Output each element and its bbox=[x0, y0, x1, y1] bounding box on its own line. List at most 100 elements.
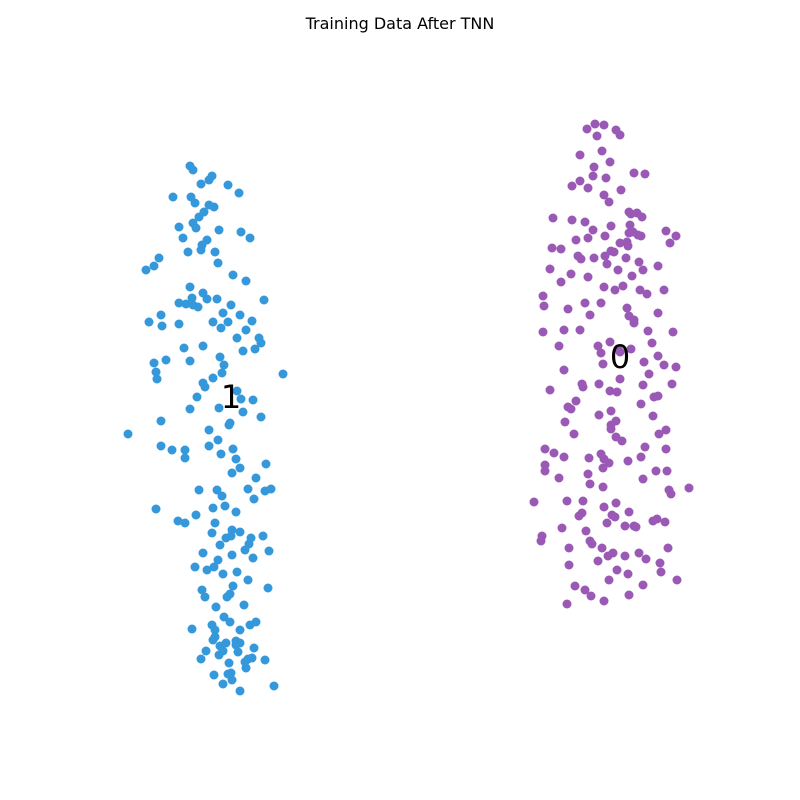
scatter-point bbox=[605, 157, 615, 167]
scatter-point bbox=[575, 176, 585, 186]
scatter-point bbox=[627, 271, 637, 281]
scatter-point bbox=[247, 316, 257, 326]
scatter-point bbox=[638, 265, 648, 275]
scatter-point bbox=[144, 317, 154, 327]
scatter-point bbox=[583, 272, 593, 282]
scatter-point bbox=[207, 528, 217, 538]
scatter-point bbox=[212, 294, 222, 304]
scatter-point bbox=[231, 507, 241, 517]
scatter-point bbox=[566, 404, 576, 414]
scatter-point bbox=[626, 344, 636, 354]
scatter-point bbox=[659, 360, 669, 370]
scatter-point bbox=[624, 507, 634, 517]
scatter-point bbox=[200, 382, 210, 392]
scatter-point bbox=[222, 592, 232, 602]
scatter-point bbox=[653, 261, 663, 271]
scatter-point bbox=[667, 379, 677, 389]
scatter-point bbox=[214, 650, 224, 660]
scatter-point bbox=[241, 663, 251, 673]
scatter-point bbox=[154, 253, 164, 263]
scatter-point bbox=[554, 341, 564, 351]
scatter-point bbox=[598, 482, 608, 492]
scatter-point bbox=[196, 654, 206, 664]
scatter-point bbox=[211, 602, 221, 612]
scatter-point bbox=[248, 553, 258, 563]
scatter-point bbox=[225, 617, 235, 627]
scatter-point bbox=[636, 452, 646, 462]
scatter-point bbox=[635, 285, 645, 295]
scatter-point bbox=[210, 518, 220, 528]
scatter-point bbox=[603, 551, 613, 561]
scatter-point bbox=[235, 310, 245, 320]
scatter-point bbox=[227, 468, 237, 478]
scatter-point bbox=[590, 119, 600, 129]
scatter-point bbox=[208, 373, 218, 383]
scatter-point bbox=[611, 416, 621, 426]
scatter-point bbox=[615, 347, 625, 357]
scatter-point bbox=[193, 302, 203, 312]
scatter-point bbox=[598, 463, 608, 473]
scatter-point bbox=[259, 295, 269, 305]
scatter-point bbox=[251, 617, 261, 627]
scatter-point bbox=[625, 220, 635, 230]
series-1-points bbox=[123, 161, 288, 696]
scatter-point bbox=[656, 567, 666, 577]
scatter-point bbox=[581, 526, 591, 536]
scatter-point bbox=[600, 231, 610, 241]
scatter-point bbox=[231, 454, 241, 464]
scatter-point bbox=[585, 310, 595, 320]
scatter-point bbox=[618, 281, 628, 291]
scatter-point bbox=[626, 209, 636, 219]
scatter-point bbox=[672, 575, 682, 585]
scatter-point bbox=[583, 233, 593, 243]
scatter-point bbox=[653, 351, 663, 361]
scatter-point bbox=[202, 294, 212, 304]
scatter-point bbox=[156, 416, 166, 426]
scatter-point bbox=[233, 647, 243, 657]
scatter-point bbox=[239, 600, 249, 610]
scatter-point bbox=[219, 612, 229, 622]
scatter-point bbox=[236, 227, 246, 237]
scatter-point bbox=[606, 406, 616, 416]
scatter-point bbox=[210, 247, 220, 257]
scatter-point bbox=[156, 441, 166, 451]
scatter-point bbox=[602, 518, 612, 528]
scatter-point bbox=[598, 359, 608, 369]
chart-title: Training Data After TNN bbox=[305, 14, 495, 33]
scatter-point bbox=[540, 444, 550, 454]
scatter-point bbox=[636, 399, 646, 409]
scatter-point bbox=[651, 466, 661, 476]
scatter-point bbox=[612, 387, 622, 397]
scatter-point bbox=[562, 599, 572, 609]
scatter-point bbox=[228, 444, 238, 454]
scatter-point bbox=[634, 257, 644, 267]
scatter-point bbox=[613, 265, 623, 275]
scatter-point bbox=[256, 338, 266, 348]
scatter-point bbox=[584, 453, 594, 463]
scatter-point bbox=[264, 546, 274, 556]
scatter-point bbox=[539, 301, 549, 311]
scatter-point bbox=[207, 620, 217, 630]
scatter-point bbox=[607, 510, 617, 520]
scatter-point bbox=[214, 225, 224, 235]
scatter-point bbox=[220, 501, 230, 511]
scatter-point bbox=[215, 540, 225, 550]
scatter-point bbox=[602, 259, 612, 269]
scatter-point bbox=[260, 655, 270, 665]
scatter-point bbox=[168, 192, 178, 202]
scatter-point bbox=[554, 473, 564, 483]
scatter-point bbox=[217, 368, 227, 378]
scatter-point bbox=[638, 380, 648, 390]
scatter-point bbox=[232, 386, 242, 396]
scatter-point bbox=[179, 343, 189, 353]
scatter-point bbox=[194, 212, 204, 222]
scatter-point bbox=[226, 300, 236, 310]
scatter-point bbox=[190, 198, 200, 208]
scatter-point bbox=[191, 223, 201, 233]
scatter-point bbox=[623, 569, 633, 579]
scatter-point bbox=[564, 543, 574, 553]
scatter-point bbox=[174, 222, 184, 232]
scatter-point bbox=[223, 317, 233, 327]
scatter-point bbox=[194, 485, 204, 495]
scatter-point bbox=[234, 188, 244, 198]
